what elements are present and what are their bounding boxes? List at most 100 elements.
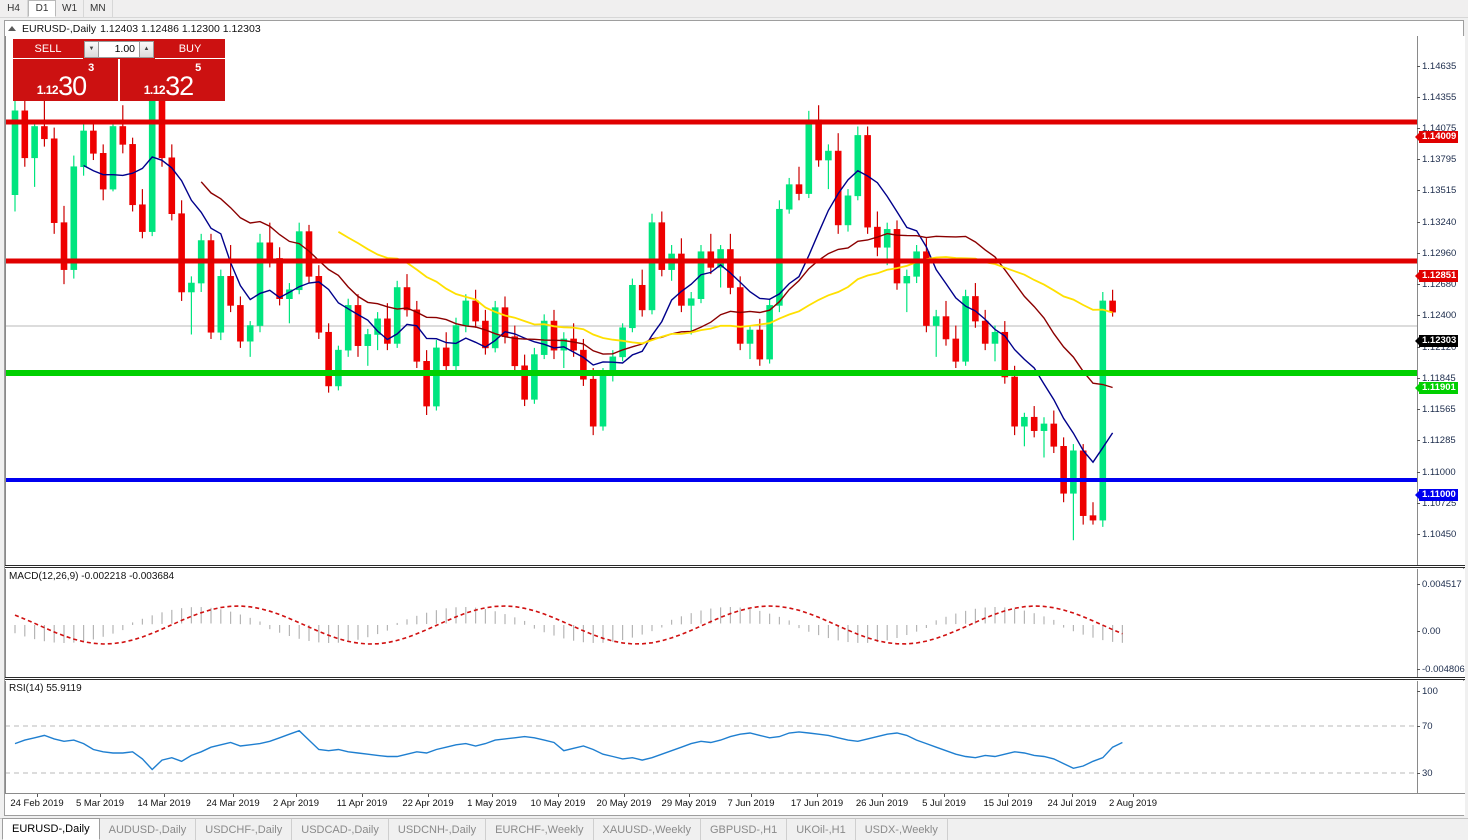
price-tick-mark xyxy=(1417,253,1420,254)
chart-tab-usdchf[interactable]: USDCHF-,Daily xyxy=(196,819,293,840)
price-chart-canvas[interactable] xyxy=(5,36,1419,565)
timeframe-w1[interactable]: W1 xyxy=(56,0,84,17)
date-axis-label: 29 May 2019 xyxy=(661,798,717,809)
price-tag-red[interactable]: 1.12851 xyxy=(1415,270,1459,282)
date-axis-label: 14 Mar 2019 xyxy=(137,798,191,809)
date-tick-mark xyxy=(624,794,625,797)
price-tag-red[interactable]: 1.14009 xyxy=(1415,131,1459,143)
macd-histogram xyxy=(14,607,1124,643)
buy-price-pips: 32 xyxy=(165,71,194,102)
date-axis-label: 5 Jul 2019 xyxy=(922,798,966,809)
price-tag-arrow-icon xyxy=(1415,336,1420,346)
price-tick-mark xyxy=(1417,190,1420,191)
price-tick: 1.11285 xyxy=(1417,435,1463,446)
price-tick-mark xyxy=(1417,440,1420,441)
chart-header: EURUSD-,Daily 1.12403 1.12486 1.12300 1.… xyxy=(5,21,1463,36)
level-line-resistance-mid xyxy=(5,258,1419,264)
date-tick-mark xyxy=(164,794,165,797)
volume-stepper[interactable]: ▼ 1.00 ▲ xyxy=(83,39,155,59)
chart-tab-usdcnh[interactable]: USDCNH-,Daily xyxy=(389,819,487,840)
sell-price-fraction: 3 xyxy=(88,62,95,74)
chart-tab-usdcad[interactable]: USDCAD-,Daily xyxy=(292,819,389,840)
price-tick: 1.13515 xyxy=(1417,185,1463,196)
chart-tab-xauusd[interactable]: XAUUSD-,Weekly xyxy=(594,819,701,840)
price-tick-label: 1.12120 xyxy=(1422,342,1457,353)
chart-tab-audusd[interactable]: AUDUSD-,Daily xyxy=(100,819,197,840)
price-tick: 1.12400 xyxy=(1417,310,1463,321)
price-tag-blue[interactable]: 1.11000 xyxy=(1415,489,1458,501)
date-tick-mark xyxy=(1008,794,1009,797)
chart-tab-ukoil[interactable]: UKOil-,H1 xyxy=(787,819,856,840)
macd-pane: MACD(12,26,9) -0.002218 -0.003684 xyxy=(5,569,1465,677)
timeframe-d1[interactable]: D1 xyxy=(28,0,56,17)
date-axis[interactable]: 24 Feb 2019 5 Mar 2019 14 Mar 2019 24 Mar 2… xyxy=(5,793,1465,815)
buy-price-quote[interactable]: 1.12 32 5 xyxy=(120,59,225,101)
sell-price-quote[interactable]: 1.12 30 3 xyxy=(13,59,118,101)
price-tick-mark xyxy=(1417,66,1420,67)
sell-button[interactable]: SELL xyxy=(13,39,83,59)
rsi-tick-mark xyxy=(1417,691,1420,692)
macd-tick: 0.00 xyxy=(1417,626,1463,637)
rsi-line xyxy=(14,729,1123,771)
price-tick-mark xyxy=(1417,97,1420,98)
chart-tabs-bar[interactable]: EURUSD-,Daily AUDUSD-,Daily USDCHF-,Daily U… xyxy=(0,818,1468,840)
macd-tick-label: 0.00 xyxy=(1422,626,1441,637)
date-tick-mark xyxy=(558,794,559,797)
volume-up-icon[interactable]: ▲ xyxy=(139,40,154,58)
rsi-tick-mark xyxy=(1417,773,1420,774)
chart-tab-gbpusd[interactable]: GBPUSD-,H1 xyxy=(701,819,788,840)
date-axis-label: 2 Aug 2019 xyxy=(1108,798,1158,809)
price-tick: 1.11845 xyxy=(1417,373,1463,384)
price-tick-mark xyxy=(1417,284,1420,285)
price-tick-label: 1.14075 xyxy=(1422,123,1457,134)
level-line-support-green xyxy=(5,370,1419,376)
price-tick-mark xyxy=(1417,128,1420,129)
price-tag-green[interactable]: 1.11901 xyxy=(1415,382,1458,394)
price-axis[interactable]: 1.14635 1.14355 1.14075 1.13795 1.13515 1.132… xyxy=(1415,36,1463,596)
price-tick-mark xyxy=(1417,409,1420,410)
date-tick-mark xyxy=(296,794,297,797)
macd-tick-mark xyxy=(1417,669,1420,670)
pane-separator-rsi[interactable] xyxy=(5,677,1465,680)
candlestick-series xyxy=(11,66,1116,541)
macd-tick-mark xyxy=(1417,631,1420,632)
macd-chart-canvas[interactable] xyxy=(5,569,1419,677)
toolbar-empty-space xyxy=(113,0,1468,17)
macd-tick-mark xyxy=(1417,584,1420,585)
price-tick-mark xyxy=(1417,347,1420,348)
chart-tab-eurchf[interactable]: EURCHF-,Weekly xyxy=(486,819,594,840)
rsi-chart-canvas[interactable] xyxy=(5,681,1419,795)
timeframe-h4[interactable]: H4 xyxy=(0,0,28,17)
price-tick: 1.13240 xyxy=(1417,217,1463,228)
level-line-support-blue xyxy=(5,478,1419,482)
pane-separator-macd[interactable] xyxy=(5,565,1465,568)
date-tick-mark xyxy=(100,794,101,797)
date-tick-mark xyxy=(944,794,945,797)
date-axis-label: 1 May 2019 xyxy=(467,798,517,809)
collapse-triangle-icon[interactable] xyxy=(8,26,16,31)
date-tick-mark xyxy=(817,794,818,797)
date-axis-label: 17 Jun 2019 xyxy=(790,798,844,809)
chart-tab-usdx[interactable]: USDX-,Weekly xyxy=(856,819,948,840)
price-tick-label: 1.11845 xyxy=(1422,373,1456,384)
price-tick-label: 1.10725 xyxy=(1422,498,1457,509)
one-click-trading-panel[interactable]: SELL ▼ 1.00 ▲ BUY 1.12 30 3 1.12 32 5 xyxy=(13,39,225,101)
price-tag-black[interactable]: 1.12303 xyxy=(1415,335,1459,347)
sell-price-pips: 30 xyxy=(58,71,87,102)
date-axis-label: 24 Feb 2019 xyxy=(10,798,64,809)
volume-dropdown-icon[interactable]: ▼ xyxy=(84,40,99,58)
rsi-tick-label: 30 xyxy=(1422,768,1433,779)
timeframe-mn[interactable]: MN xyxy=(84,0,113,17)
rsi-pane: RSI(14) 55.9119 xyxy=(5,681,1465,795)
moving-average-line xyxy=(83,156,1114,464)
date-axis-label: 11 Apr 2019 xyxy=(336,798,388,809)
buy-button[interactable]: BUY xyxy=(155,39,225,59)
price-tag-arrow-icon xyxy=(1415,490,1420,500)
date-axis-label: 26 Jun 2019 xyxy=(855,798,909,809)
date-tick-mark xyxy=(428,794,429,797)
chart-tab-eurusd[interactable]: EURUSD-,Daily xyxy=(2,818,100,840)
volume-input[interactable]: 1.00 xyxy=(99,40,139,58)
price-tick-mark xyxy=(1417,503,1420,504)
macd-signal-line xyxy=(14,605,1123,645)
price-tick: 1.10725 xyxy=(1417,498,1463,509)
